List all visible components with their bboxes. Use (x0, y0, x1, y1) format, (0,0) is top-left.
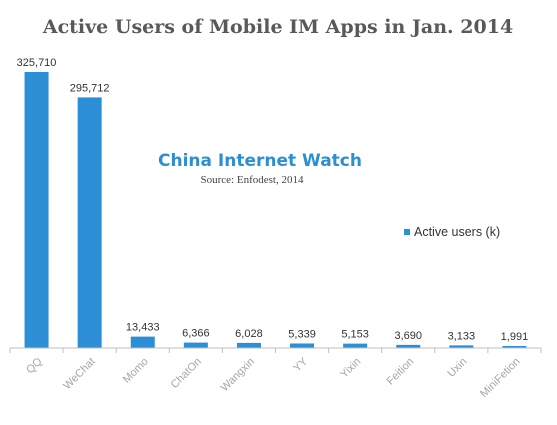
tick-label-uxin: Uxin (445, 356, 469, 380)
bar-wangxin (236, 342, 261, 348)
legend-label: Active users (k) (414, 225, 500, 239)
tick-label-minifetion: MiniFetion (478, 356, 522, 400)
bar-chaton (183, 342, 208, 348)
bars (24, 72, 527, 348)
data-label-chaton: 6,366 (182, 328, 210, 340)
data-label-feition: 3,690 (394, 330, 422, 342)
tick-label-qq: QQ (24, 355, 45, 376)
data-labels: 325,710 295,712 13,433 6,366 6,028 5,339 5,153… (17, 57, 529, 343)
bar-yixin (343, 343, 368, 348)
tick-label-feition: Feition (385, 356, 417, 388)
legend: Active users (k) (404, 225, 500, 239)
tick-label-momo: Momo (121, 356, 151, 386)
tick-label-wangxin: Wangxin (219, 356, 257, 394)
data-label-momo: 13,433 (126, 322, 160, 334)
data-label-wangxin: 6,028 (235, 328, 263, 340)
data-label-yy: 5,339 (288, 328, 316, 340)
tick-label-yy: YY (291, 355, 310, 374)
x-axis-tick-labels: QQ WeChat Momo ChatOn Wangxin YY Yixin Feition U… (24, 355, 522, 400)
bar-feition (396, 344, 421, 348)
data-label-uxin: 3,133 (448, 330, 476, 342)
tick-label-chaton: ChatOn (169, 356, 204, 391)
source-note: Source: Enfodest, 2014 (201, 174, 304, 186)
data-label-yixin: 5,153 (341, 329, 369, 341)
watermark-text: China Internet Watch (158, 151, 362, 171)
data-label-wechat: 295,712 (70, 82, 110, 94)
bar-qq (24, 72, 49, 348)
bar-yy (290, 343, 315, 348)
bar-momo (130, 336, 155, 348)
bar-uxin (449, 345, 474, 348)
legend-swatch (404, 229, 410, 235)
bar-wechat (77, 97, 102, 348)
tick-label-yixin: Yixin (338, 356, 363, 381)
data-label-minifetion: 1,991 (501, 331, 529, 343)
data-label-qq: 325,710 (17, 57, 57, 69)
chart-title: Active Users of Mobile IM Apps in Jan. 2… (42, 16, 513, 38)
tick-label-wechat: WeChat (61, 356, 97, 392)
x-axis-ticks (9, 348, 542, 353)
bar-minifetion (502, 346, 527, 348)
